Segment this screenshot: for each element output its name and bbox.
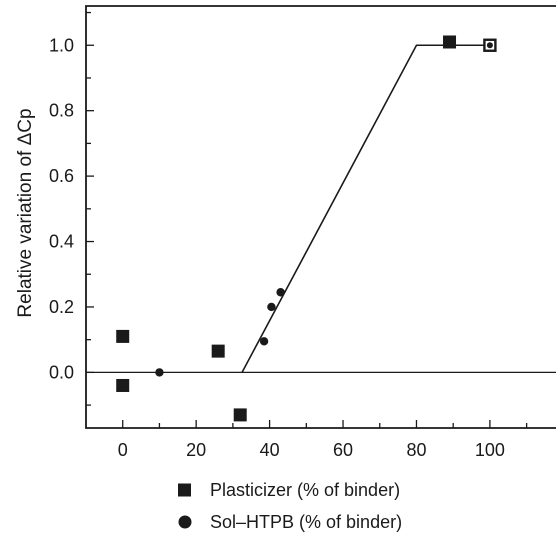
x-tick-label: 80 bbox=[406, 440, 426, 460]
plasticizer-point bbox=[116, 329, 130, 343]
sol-htpb-point bbox=[267, 302, 276, 312]
y-tick-label: 0.2 bbox=[49, 297, 74, 317]
fit-line bbox=[241, 44, 490, 373]
y-tick-label: 0.8 bbox=[49, 101, 74, 121]
plasticizer-point bbox=[211, 344, 225, 358]
legend-label: Sol–HTPB (% of binder) bbox=[210, 512, 402, 532]
sol-htpb-point bbox=[259, 337, 269, 346]
x-axis-ticks: 0 20 40 60 80 100 bbox=[118, 420, 528, 460]
x-tick-label: 0 bbox=[118, 440, 128, 460]
legend-marker-square bbox=[178, 483, 191, 497]
sol-htpb-point bbox=[486, 42, 493, 49]
y-tick-label: 1.0 bbox=[49, 35, 74, 55]
plasticizer-point bbox=[443, 35, 457, 49]
sol-htpb-point bbox=[276, 288, 285, 297]
plasticizer-point bbox=[116, 378, 130, 392]
y-axis-title: Relative variation of ΔCp bbox=[15, 108, 36, 317]
legend: Plasticizer (% of binder) Sol–HTPB (% of … bbox=[178, 480, 402, 532]
legend-label: Plasticizer (% of binder) bbox=[210, 480, 400, 500]
x-tick-label: 20 bbox=[186, 440, 206, 460]
y-tick-label: 0.0 bbox=[49, 362, 74, 382]
plot-area bbox=[85, 5, 556, 429]
data-points bbox=[116, 35, 497, 422]
x-tick-label: 60 bbox=[333, 440, 353, 460]
y-tick-label: 0.4 bbox=[49, 232, 74, 252]
y-axis-ticks: 0.0 0.2 0.4 0.6 0.8 1.0 bbox=[49, 11, 94, 406]
legend-marker-circle bbox=[178, 515, 192, 529]
x-tick-label: 40 bbox=[260, 440, 280, 460]
plasticizer-point bbox=[233, 408, 247, 422]
x-tick-label: 100 bbox=[475, 440, 505, 460]
y-tick-label: 0.6 bbox=[49, 166, 74, 186]
sol-htpb-point bbox=[155, 368, 164, 377]
fit-line-path bbox=[241, 44, 490, 373]
plot-frame bbox=[85, 5, 556, 429]
